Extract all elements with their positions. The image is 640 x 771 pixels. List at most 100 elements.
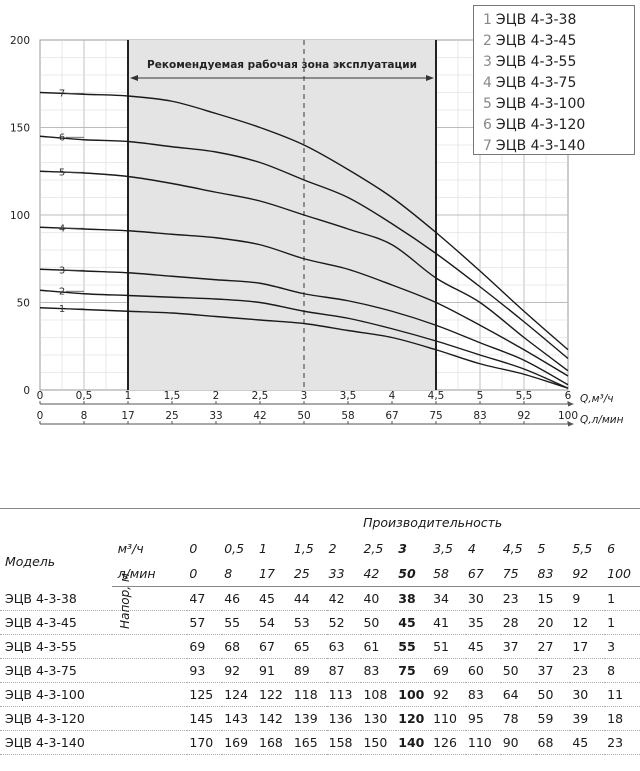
curve-label-2: 2 <box>59 286 65 297</box>
table-cell: 46 <box>222 586 257 611</box>
table-flow-m3h: 6 <box>607 541 616 556</box>
table-cell: 17 <box>570 634 606 659</box>
table-cell: 83 <box>361 658 397 683</box>
x-tick-label-m3h: 5,5 <box>516 390 533 402</box>
table-flow-m3h: 2 <box>328 541 337 556</box>
table-cell: 110 <box>431 706 466 731</box>
table-cell: 67 <box>257 634 292 659</box>
table-cell: 93 <box>187 658 223 683</box>
table-cell: 65 <box>291 634 327 659</box>
table-cell: 20 <box>535 610 571 635</box>
table-corner <box>0 508 112 536</box>
x-tick-label-m3h: 3 <box>301 390 308 402</box>
table-cell: 118 <box>291 682 327 707</box>
curve-6 <box>39 135 569 360</box>
table-flow-m3h: 0 <box>189 541 198 556</box>
table-cell: 41 <box>431 610 466 635</box>
table-cell: 100 <box>396 682 432 707</box>
table-cell: 125 <box>187 682 223 707</box>
x-axis-arrow <box>568 401 574 407</box>
x-tick-label-lmin: 58 <box>341 410 354 422</box>
table-model-name: ЭЦВ 4-3-120 <box>0 706 112 731</box>
table-flow-lmin: 75 <box>500 561 536 587</box>
pump-curve-chart: Рекомендуемая рабочая зона эксплуатации … <box>10 35 624 427</box>
x-axis-arrow <box>568 421 574 427</box>
table-cell: 110 <box>465 730 501 755</box>
table-row: ЭЦВ 4-3-45 57 55 54 53 52 50 45 41 35 28 20 12 1 <box>0 610 640 635</box>
table-cell: 30 <box>570 682 606 707</box>
x-tick-label-lmin: 83 <box>473 410 486 422</box>
y-tick-label: 0 <box>23 385 30 397</box>
curve-3 <box>39 268 569 386</box>
table-spacer <box>111 610 188 635</box>
legend-entry: 2 ЭЦВ 4-3-45 <box>483 31 634 52</box>
table-cell: 75 <box>396 658 432 683</box>
table-cell: 55 <box>222 610 257 635</box>
legend-label: ЭЦВ 4-3-140 <box>495 138 586 154</box>
table-cell: 54 <box>257 610 292 635</box>
table-row: ЭЦВ 4-3-75 93 92 91 89 87 83 75 69 60 50 37 23 8 <box>0 658 640 683</box>
table-flow-lmin: 100 <box>605 561 640 587</box>
table-flow-lmin: 42 <box>361 561 397 587</box>
y-tick-label: 50 <box>17 298 30 310</box>
table-cell: 3 <box>605 634 640 659</box>
table-cell: 23 <box>605 730 640 755</box>
x-tick-label-m3h: 5 <box>477 390 484 402</box>
table-row: ЭЦВ 4-3-100 125 124 122 118 113 108 100 92 83 64 50… <box>0 682 640 707</box>
x-tick-label-lmin: 42 <box>253 410 266 422</box>
table-flow-m3h: 1 <box>259 541 267 556</box>
y-tick-label: 200 <box>10 35 30 47</box>
table-cell: 91 <box>257 658 292 683</box>
table-cell: 69 <box>187 634 223 659</box>
table-cell: 59 <box>535 706 571 731</box>
legend-number: 1 <box>483 12 492 28</box>
table-cell: 63 <box>326 634 362 659</box>
table-cell: 9 <box>570 586 606 611</box>
curve-label-7: 7 <box>59 89 65 100</box>
x-tick-label-m3h: 3,5 <box>340 390 357 402</box>
head-axis-label: Напор, м <box>118 573 132 629</box>
table-cell: 92 <box>431 682 466 707</box>
table-group-header: Производительность <box>187 508 640 536</box>
x-tick-label-lmin: 92 <box>517 410 530 422</box>
table-cell: 37 <box>500 634 536 659</box>
table-cell: 126 <box>431 730 466 755</box>
table-cell: 23 <box>500 586 536 611</box>
x-tick-label-m3h: 1,5 <box>164 390 181 402</box>
table-cell: 90 <box>500 730 536 755</box>
curve-5 <box>39 170 569 372</box>
table-cell: 136 <box>326 706 362 731</box>
table-model-name: ЭЦВ 4-3-45 <box>0 610 112 635</box>
legend-entry: 3 ЭЦВ 4-3-55 <box>483 52 634 73</box>
performance-table: Производительность Модель м³/ч 0 0,5 1 1,5 2 2,5… <box>0 508 640 755</box>
curve-4 <box>39 226 569 377</box>
x-tick-label-m3h: 2 <box>213 390 220 402</box>
table-corner <box>111 508 188 536</box>
legend-number: 5 <box>483 96 492 112</box>
table-cell: 40 <box>361 586 397 611</box>
table-cell: 50 <box>361 610 397 635</box>
table-unit-lmin: л/мин <box>111 561 188 587</box>
legend-entry: 4 ЭЦВ 4-3-75 <box>483 73 634 94</box>
legend-entry: 7 ЭЦВ 4-3-140 <box>483 136 634 157</box>
table-flow-m3h: 4,5 <box>502 541 523 556</box>
table-flow-m3h: 5,5 <box>572 541 593 556</box>
table-cell: 120 <box>396 706 432 731</box>
table-cell: 89 <box>291 658 327 683</box>
table-cell: 47 <box>187 586 223 611</box>
x-tick-label-lmin: 0 <box>37 410 44 422</box>
table-cell: 108 <box>361 682 397 707</box>
table-cell: 30 <box>465 586 501 611</box>
table-cell: 143 <box>222 706 257 731</box>
x-tick-label-lmin: 67 <box>385 410 398 422</box>
table-spacer <box>111 634 188 659</box>
legend-entry: 5 ЭЦВ 4-3-100 <box>483 94 634 115</box>
table-cell: 1 <box>605 610 640 635</box>
table-flow-m3h: 3,5 <box>433 541 453 556</box>
table-cell: 18 <box>605 706 640 731</box>
legend-number: 3 <box>483 54 492 70</box>
curve-label-1: 1 <box>59 304 65 315</box>
table-flow-m3h: 1,5 <box>293 541 314 556</box>
x-tick-label-lmin: 100 <box>558 410 578 422</box>
table-row: ЭЦВ 4-3-120 145 143 142 139 136 130 120 110 95 78 5… <box>0 706 640 731</box>
